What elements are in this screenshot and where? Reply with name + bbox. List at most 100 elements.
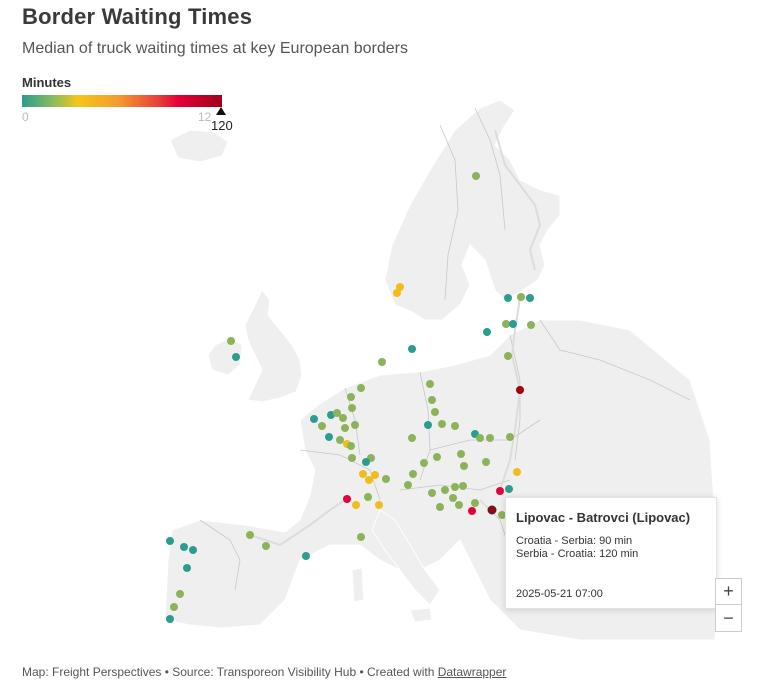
legend-gradient-bar <box>22 95 222 107</box>
border-crossing-marker[interactable] <box>455 501 463 509</box>
border-crossing-marker[interactable] <box>438 420 446 428</box>
border-crossing-marker[interactable] <box>408 345 416 353</box>
border-crossing-marker[interactable] <box>189 546 197 554</box>
border-crossing-marker[interactable] <box>341 424 349 432</box>
border-crossing-marker[interactable] <box>347 393 355 401</box>
tooltip-direction-1: Croatia - Serbia: 90 min <box>516 535 633 547</box>
datawrapper-link[interactable]: Datawrapper <box>437 665 507 679</box>
border-crossing-marker[interactable] <box>364 493 372 501</box>
zoom-controls: + − <box>715 578 742 632</box>
border-crossing-marker[interactable] <box>176 590 184 598</box>
zoom-out-button[interactable]: − <box>715 605 742 632</box>
legend-min-label: 0 <box>22 110 29 124</box>
border-crossing-marker[interactable] <box>498 511 506 519</box>
border-crossing-marker[interactable] <box>486 434 494 442</box>
border-crossing-marker[interactable] <box>352 501 360 509</box>
border-crossing-marker[interactable] <box>472 172 480 180</box>
border-crossing-marker[interactable] <box>382 475 390 483</box>
border-crossing-marker[interactable] <box>339 414 347 422</box>
border-crossing-marker[interactable] <box>428 489 436 497</box>
border-crossing-marker[interactable] <box>404 481 412 489</box>
crossing-tooltip: Lipovac - Batrovci (Lipovac) Croatia - S… <box>505 497 717 609</box>
border-crossing-marker[interactable] <box>506 433 514 441</box>
border-crossing-marker[interactable] <box>180 543 188 551</box>
border-crossing-marker[interactable] <box>449 494 457 502</box>
border-crossing-marker[interactable] <box>170 603 178 611</box>
chart-title: Border Waiting Times <box>22 4 253 29</box>
border-crossing-marker[interactable] <box>459 482 467 490</box>
border-crossing-markers[interactable] <box>166 172 535 623</box>
border-crossing-marker[interactable] <box>509 320 517 328</box>
border-crossing-marker[interactable] <box>441 486 449 494</box>
border-crossing-marker[interactable] <box>166 615 174 623</box>
border-crossing-marker[interactable] <box>262 542 270 550</box>
border-crossing-marker[interactable] <box>424 421 432 429</box>
border-crossing-marker[interactable] <box>460 462 468 470</box>
border-crossing-marker[interactable] <box>482 458 490 466</box>
border-crossing-marker[interactable] <box>487 505 497 515</box>
border-crossing-marker[interactable] <box>496 487 504 495</box>
border-crossing-marker[interactable] <box>504 294 512 302</box>
scandinavia-landmass <box>384 99 561 321</box>
border-crossing-marker[interactable] <box>246 531 254 539</box>
border-crossing-marker[interactable] <box>310 415 318 423</box>
border-crossing-marker[interactable] <box>502 320 510 328</box>
border-crossing-marker[interactable] <box>362 458 370 466</box>
border-crossing-marker[interactable] <box>396 283 404 291</box>
border-crossing-marker[interactable] <box>476 434 484 442</box>
chart-subtitle: Median of truck waiting times at key Eur… <box>22 40 408 57</box>
border-crossing-marker[interactable] <box>333 409 341 417</box>
border-crossing-marker[interactable] <box>468 507 476 515</box>
border-crossing-marker[interactable] <box>318 422 326 430</box>
border-crossing-marker[interactable] <box>302 552 310 560</box>
border-crossing-marker[interactable] <box>504 352 512 360</box>
border-crossing-marker[interactable] <box>351 421 359 429</box>
border-crossing-marker[interactable] <box>428 396 436 404</box>
border-crossing-marker[interactable] <box>426 380 434 388</box>
border-crossing-marker[interactable] <box>471 499 479 507</box>
zoom-in-button[interactable]: + <box>715 578 742 605</box>
border-crossing-marker[interactable] <box>371 471 379 479</box>
border-crossing-marker[interactable] <box>343 495 351 503</box>
border-crossing-marker[interactable] <box>483 328 491 336</box>
footer-source-text: Map: Freight Perspectives • Source: Tran… <box>22 665 438 679</box>
color-legend: Minutes 0 12 120 <box>22 75 233 135</box>
border-crossing-marker[interactable] <box>451 422 459 430</box>
border-crossing-marker[interactable] <box>408 434 416 442</box>
border-crossing-marker[interactable] <box>183 564 191 572</box>
border-crossing-marker[interactable] <box>375 501 383 509</box>
border-crossing-marker[interactable] <box>378 358 386 366</box>
border-crossing-marker[interactable] <box>357 533 365 541</box>
border-crossing-marker[interactable] <box>451 483 459 491</box>
border-crossing-marker[interactable] <box>513 468 521 476</box>
border-crossing-marker[interactable] <box>357 384 365 392</box>
sicily-landmass <box>409 607 433 623</box>
legend-faded-label: 12 <box>198 110 212 124</box>
great-britain-landmass <box>244 289 303 403</box>
border-crossing-marker[interactable] <box>359 470 367 478</box>
border-crossing-marker[interactable] <box>325 433 333 441</box>
legend-value-marker-icon <box>216 107 226 115</box>
border-crossing-marker[interactable] <box>393 289 401 297</box>
border-crossing-marker[interactable] <box>436 503 444 511</box>
border-crossing-marker[interactable] <box>420 459 428 467</box>
border-crossing-marker[interactable] <box>527 321 535 329</box>
border-crossing-marker[interactable] <box>348 404 356 412</box>
border-crossing-marker[interactable] <box>517 293 525 301</box>
italy-landmass <box>371 509 441 606</box>
border-crossing-marker[interactable] <box>336 436 344 444</box>
border-crossing-marker[interactable] <box>433 453 441 461</box>
border-crossing-marker[interactable] <box>348 454 356 462</box>
border-crossing-marker[interactable] <box>431 408 439 416</box>
tooltip-direction-2: Serbia - Croatia: 120 min <box>516 548 639 560</box>
border-crossing-marker[interactable] <box>347 442 355 450</box>
border-crossing-marker[interactable] <box>505 485 513 493</box>
border-crossing-marker[interactable] <box>516 386 524 394</box>
border-crossing-marker[interactable] <box>232 353 240 361</box>
border-crossing-marker[interactable] <box>526 294 534 302</box>
border-crossing-marker[interactable] <box>365 476 373 484</box>
border-crossing-marker[interactable] <box>457 450 465 458</box>
border-crossing-marker[interactable] <box>166 537 174 545</box>
border-crossing-marker[interactable] <box>227 337 235 345</box>
border-crossing-marker[interactable] <box>409 470 417 478</box>
